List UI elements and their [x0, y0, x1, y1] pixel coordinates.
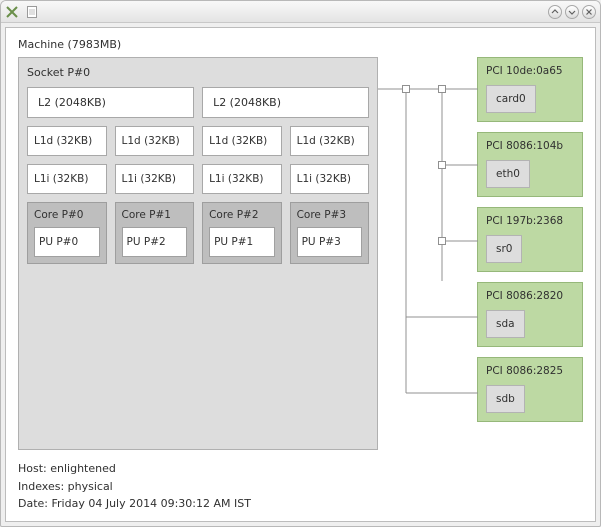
core-box: Core P#2 PU P#1: [202, 202, 282, 264]
core-box: Core P#1 PU P#2: [115, 202, 195, 264]
document-icon: [25, 5, 39, 19]
app-window: Machine (7983MB) Socket P#0 L2 (2048KB) …: [0, 0, 601, 527]
l1d-cache: L1d (32KB): [290, 126, 370, 156]
titlebar: [1, 1, 600, 23]
core-label: Core P#3: [297, 209, 363, 221]
footer-info: Host: enlightened Indexes: physical Date…: [18, 460, 583, 513]
content-area: Machine (7983MB) Socket P#0 L2 (2048KB) …: [5, 27, 596, 522]
core-box: Core P#0 PU P#0: [27, 202, 107, 264]
pci-label: PCI 197b:2368: [486, 215, 574, 227]
pci-label: PCI 8086:2825: [486, 365, 574, 377]
l1i-cache: L1i (32KB): [27, 164, 107, 194]
pci-label: PCI 10de:0a65: [486, 65, 574, 77]
socket-box: Socket P#0 L2 (2048KB) L2 (2048KB) L1d (…: [18, 57, 378, 450]
core-label: Core P#1: [122, 209, 188, 221]
pci-box: PCI 197b:2368 sr0: [477, 207, 583, 272]
footer-indexes: Indexes: physical: [18, 478, 583, 496]
minimize-button[interactable]: [548, 5, 562, 19]
pci-column: PCI 10de:0a65 card0 PCI 8086:104b eth0 P…: [477, 57, 583, 450]
l1d-cache: L1d (32KB): [115, 126, 195, 156]
app-icon: [5, 5, 19, 19]
l1i-cache: L1i (32KB): [115, 164, 195, 194]
pci-device: sdb: [486, 385, 525, 413]
core-label: Core P#2: [209, 209, 275, 221]
machine-label: Machine (7983MB): [18, 38, 583, 51]
pci-box: PCI 8086:2825 sdb: [477, 357, 583, 422]
tree-node-icon: [438, 161, 446, 169]
pci-device: card0: [486, 85, 536, 113]
pci-device: sda: [486, 310, 525, 338]
l1d-cache: L1d (32KB): [27, 126, 107, 156]
l2-cache: L2 (2048KB): [27, 87, 194, 118]
pu-box: PU P#1: [209, 227, 275, 257]
l2-cache: L2 (2048KB): [202, 87, 369, 118]
pci-device: eth0: [486, 160, 530, 188]
socket-label: Socket P#0: [27, 66, 369, 79]
pci-box: PCI 8086:104b eth0: [477, 132, 583, 197]
tree-node-icon: [438, 85, 446, 93]
core-box: Core P#3 PU P#3: [290, 202, 370, 264]
pci-label: PCI 8086:104b: [486, 140, 574, 152]
l1d-cache: L1d (32KB): [202, 126, 282, 156]
l1i-cache: L1i (32KB): [290, 164, 370, 194]
tree-node-icon: [438, 237, 446, 245]
topology-diagram: Machine (7983MB) Socket P#0 L2 (2048KB) …: [18, 38, 583, 450]
maximize-button[interactable]: [565, 5, 579, 19]
pci-device: sr0: [486, 235, 522, 263]
close-button[interactable]: [582, 5, 596, 19]
tree-node-icon: [402, 85, 410, 93]
l1i-cache: L1i (32KB): [202, 164, 282, 194]
tree-lines-icon: [378, 57, 478, 457]
pci-box: PCI 8086:2820 sda: [477, 282, 583, 347]
footer-host: Host: enlightened: [18, 460, 583, 478]
pci-label: PCI 8086:2820: [486, 290, 574, 302]
pci-box: PCI 10de:0a65 card0: [477, 57, 583, 122]
footer-date: Date: Friday 04 July 2014 09:30:12 AM IS…: [18, 495, 583, 513]
core-label: Core P#0: [34, 209, 100, 221]
pci-tree: [378, 57, 477, 450]
pu-box: PU P#0: [34, 227, 100, 257]
pu-box: PU P#2: [122, 227, 188, 257]
pu-box: PU P#3: [297, 227, 363, 257]
